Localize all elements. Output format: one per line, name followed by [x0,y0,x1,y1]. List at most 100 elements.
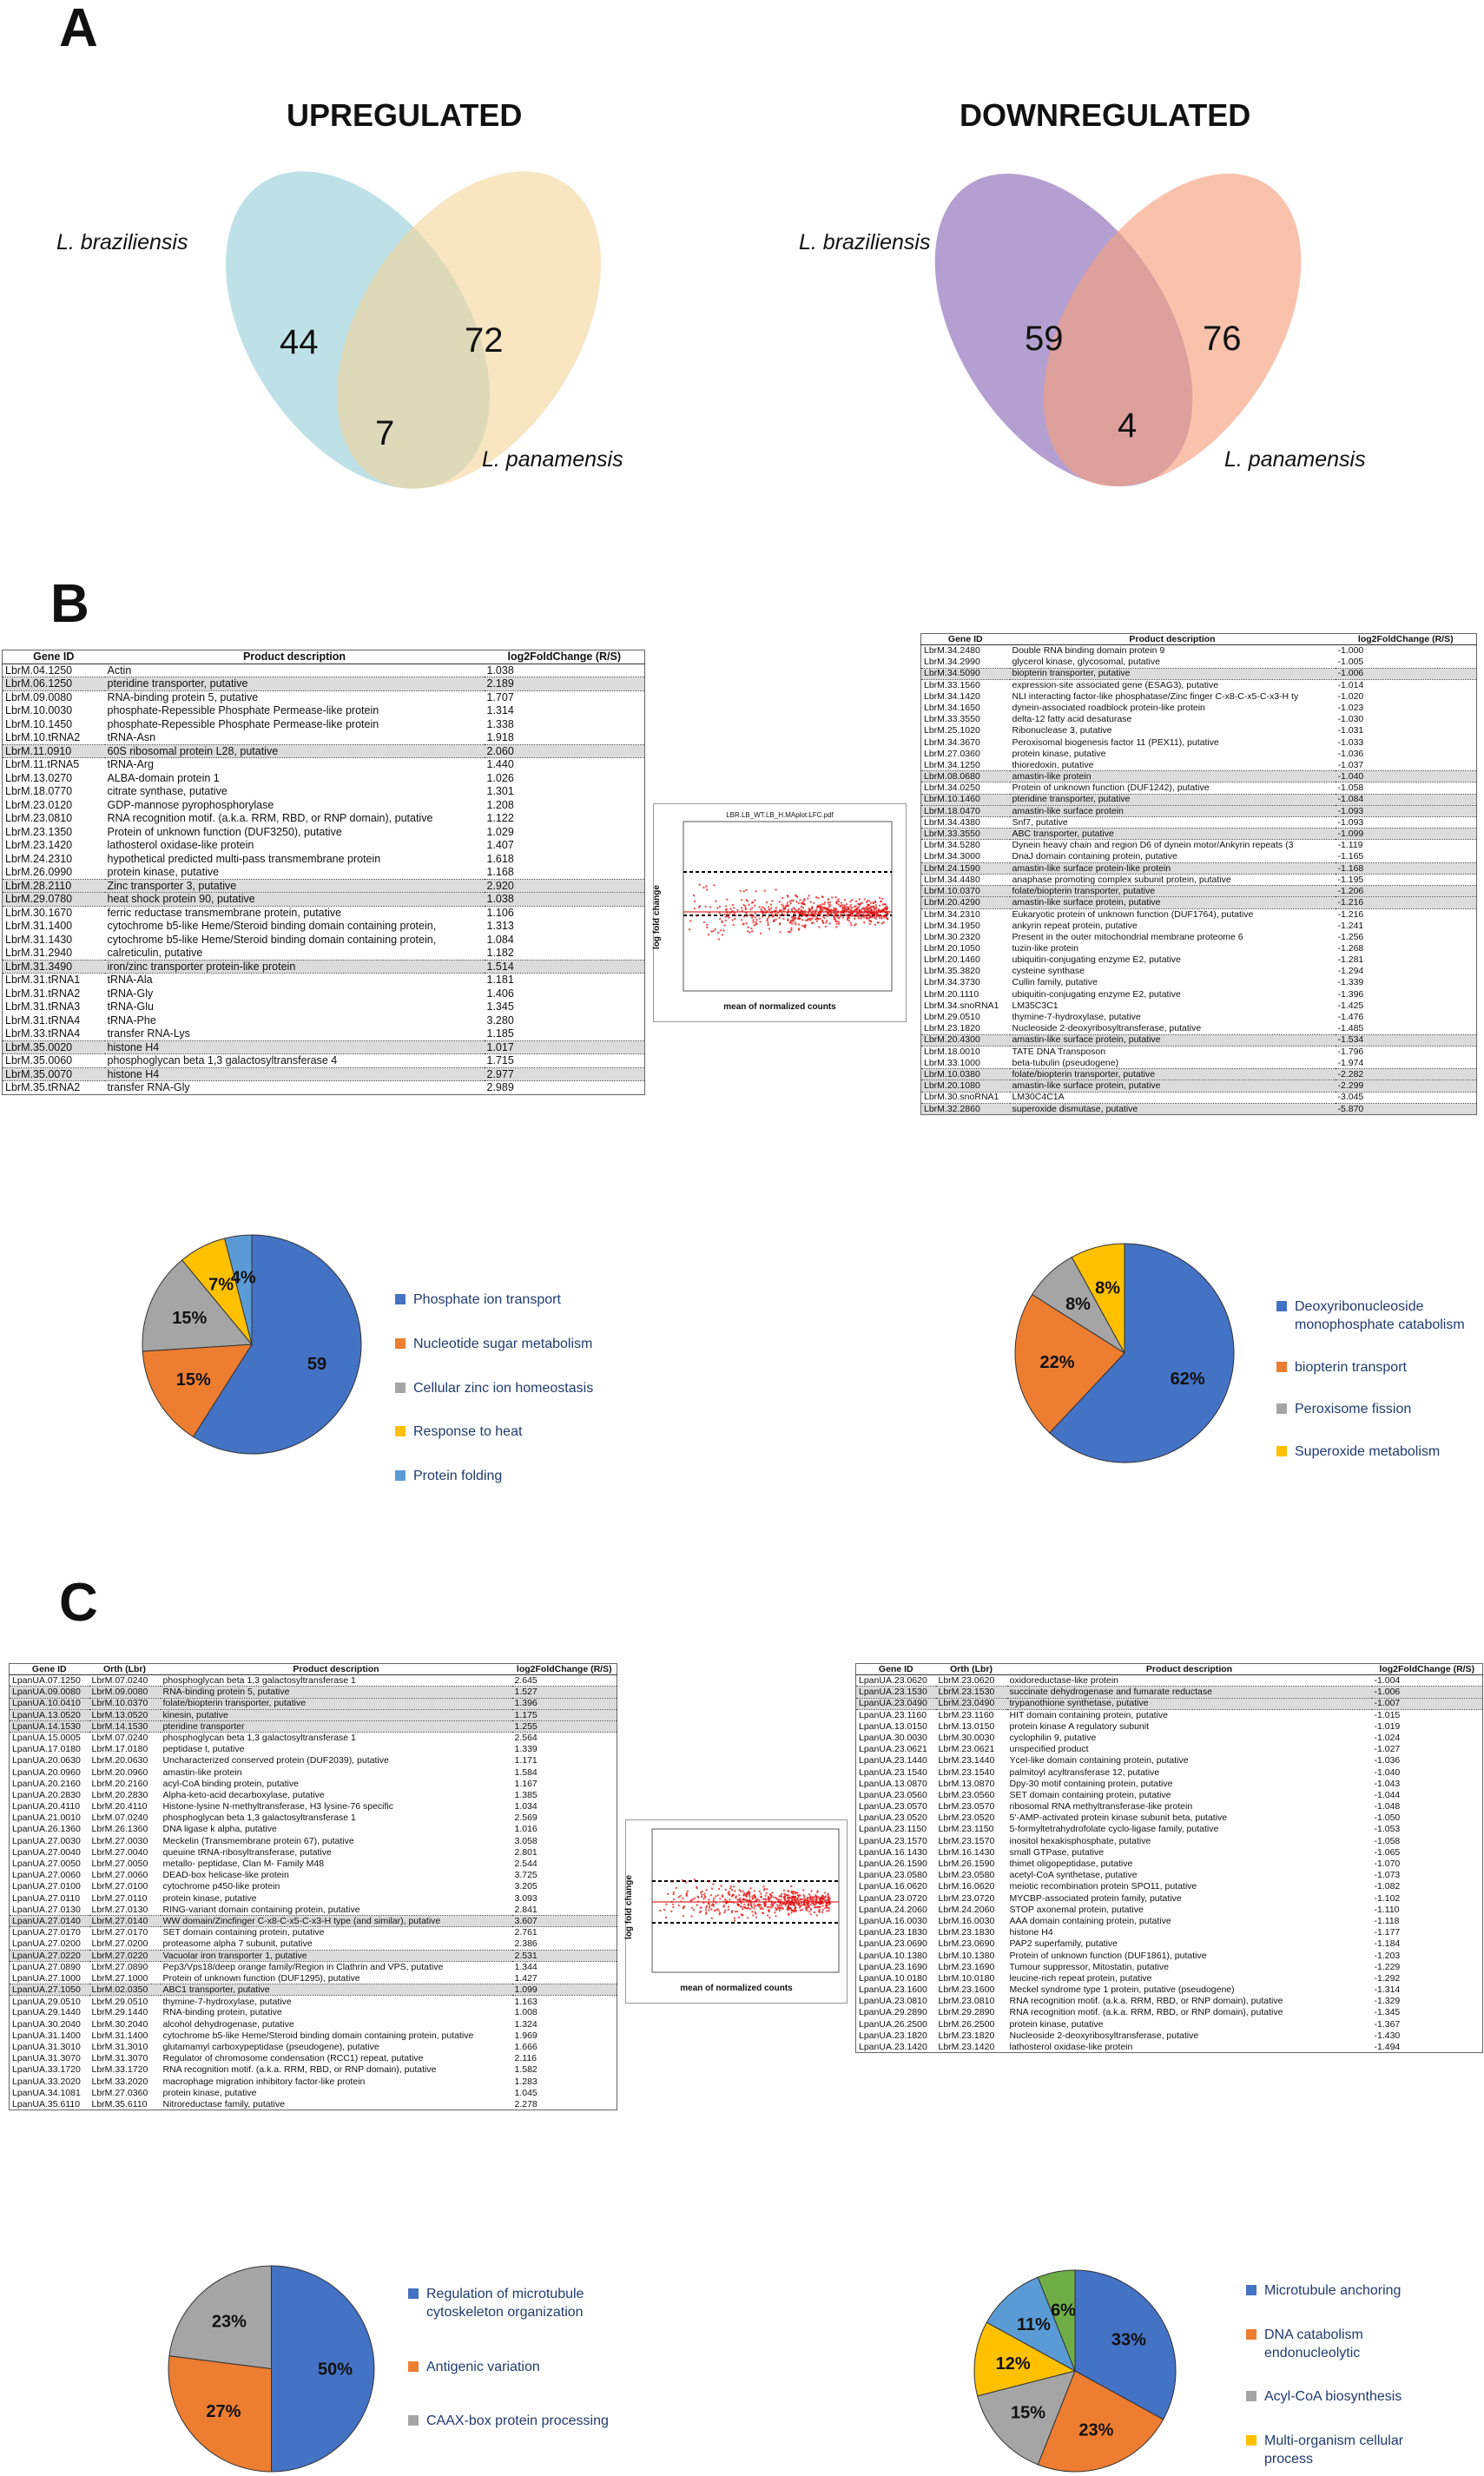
table-cell: 1.283 [514,2076,538,2087]
table-cell: LpanUA.27.0060 [12,1870,81,1881]
ma-point [754,904,756,907]
ma-point [682,1907,684,1910]
ma-point [815,908,818,911]
ma-point [724,1888,727,1892]
table-row: LpanUA.27.0110 LbrM.27.0110 protein kinase… [10,1892,617,1904]
table-row: LbrM.18.0470 amastin-like surface protein… [920,804,1477,818]
table-row: LbrM.31.tRNA1 tRNA-Ala 1.181 [3,974,645,987]
table-row: LpanUA.23.0560 LbrM.23.0560 SET domain con… [856,1790,1483,1801]
ma-point [803,912,806,914]
table-cell: LpanUA.20.2830 [12,1789,81,1800]
ma-point [751,1911,754,1913]
ma-point [775,918,777,921]
table-cell: LpanUA.07.1250 [12,1675,81,1687]
table-cell: -1.430 [1374,2030,1401,2041]
ma-point [760,1892,762,1895]
venn-up-count-only1: 44 [280,323,319,361]
table-cell: 1.084 [486,933,514,946]
table-cell: LbrM.11.tRNA5 [5,758,80,771]
ma-point [671,1903,675,1905]
table-cell: 3.093 [514,1892,538,1904]
table-cell: LbrM.33.3550 [920,828,1010,841]
ma-point [806,1906,809,1909]
table-cell: LpanUA.20.0960 [12,1766,81,1778]
table-row: LbrM.06.1250 pteridine transporter, putat… [2,677,645,691]
ma-point [793,908,796,911]
ma-point [722,1900,725,1903]
ma-point [744,904,747,908]
table-cell: LbrM.35.0020 [2,1040,105,1054]
table-c-downregulated: Gene ID Orth (Lbr) Product description l… [855,1663,1483,2054]
table-cell: LbrM.23.0120 [5,798,73,811]
table-cell: 1.168 [486,865,514,878]
table-cell: ferric reductase transmembrane protein, … [107,906,342,919]
ma-point [730,1900,734,1904]
legend-label: Deoxyribonucleoside monophosphate catabo… [1295,1299,1465,1332]
ma-point [766,1914,769,1917]
table-cell: 3.280 [486,1014,514,1027]
ma-point [782,910,785,913]
table-cell: tRNA-Glu [107,1000,154,1013]
table-cell: LpanUA.27.0100 [12,1881,81,1892]
table-cell: LpanUA.21.0010 [12,1812,81,1824]
ma-point [729,1898,731,1901]
ma-point [773,1902,776,1905]
table-cell: -1.184 [1374,1938,1401,1950]
table-cell: RNA-binding protein 5, putative [160,1686,512,1699]
ma-point [802,1900,805,1904]
ma-point [833,913,835,915]
table-cell: LbrM.07.0240 [91,1812,148,1824]
table-cell: LbrM.23.1150 [938,1824,994,1835]
legend-label: DNA catabolism endonucleolytic [1264,2327,1363,2360]
ma-point [818,1911,821,1913]
table-cell: 1.707 [486,690,514,703]
table-row: LbrM.31.3490 iron/zinc transporter protei… [2,959,645,974]
table-row: LbrM.34.1950 ankyrin repeat protein, puta… [921,920,1477,931]
table-cell: 1.034 [514,1801,538,1812]
table-cell: LbrM.29.1440 [91,2007,148,2018]
table-cell: peptidase t, putative [162,1744,245,1755]
ma-point [768,908,770,911]
ma-point [733,912,736,914]
ma-point [795,1899,798,1903]
ma-point [837,903,841,906]
ma-point [832,911,835,914]
table-cell: hypothetical predicted multi-pass transm… [107,852,381,865]
table-cell: LbrM.10.1460 [920,793,1010,806]
ma-point [858,908,861,912]
ma-point [752,901,755,904]
table-cell: LbrM.18.0010 [924,1046,980,1057]
table-cell: 1.106 [486,906,514,919]
ma-point [882,921,885,924]
table-cell: 1.345 [486,1000,514,1013]
ma-point [833,916,835,919]
table-row: LbrM.34.1250 thioredoxin, putative -1.037 [921,760,1477,771]
legend-swatch [408,2288,419,2299]
ma-point [741,907,743,909]
ma-point [728,916,730,919]
table-cell: LbrM.08.0680 [920,770,1010,783]
table-cell: LpanUA.23.0570 [859,1801,927,1812]
ma-point [779,1907,782,1910]
table-row: LpanUA.13.0870 LbrM.13.0870 Dpy-30 motif c… [856,1778,1483,1789]
table-cell: LpanUA.23.1570 [859,1835,927,1846]
legend-swatch [1246,2285,1256,2295]
table-row: LbrM.35.0070 histone H4 2.977 [2,1066,645,1081]
table-cell: LbrM.30.2320 [924,931,980,942]
ma-point [794,1896,796,1899]
ma-point [817,1901,820,1905]
ma-point [766,910,768,913]
table-cell: -1.485 [1337,1022,1364,1033]
table-cell: transfer RNA-Gly [107,1081,190,1093]
table-cell: LbrM.20.1050 [924,942,980,954]
legend-label: Nucleotide sugar metabolism [413,1336,593,1351]
table-cell: LbrM.33.1720 [91,2064,148,2076]
ma-point [693,900,696,902]
ma-point [788,1913,790,1917]
table-cell: LbrM.33.3550 [924,714,980,725]
ma-point [766,1888,768,1891]
ma-point [781,912,783,915]
pie-slice [168,2265,272,2370]
table-cell: LbrM.31.2940 [5,946,73,959]
legend-item: Nucleotide sugar metabolism [395,1336,593,1354]
